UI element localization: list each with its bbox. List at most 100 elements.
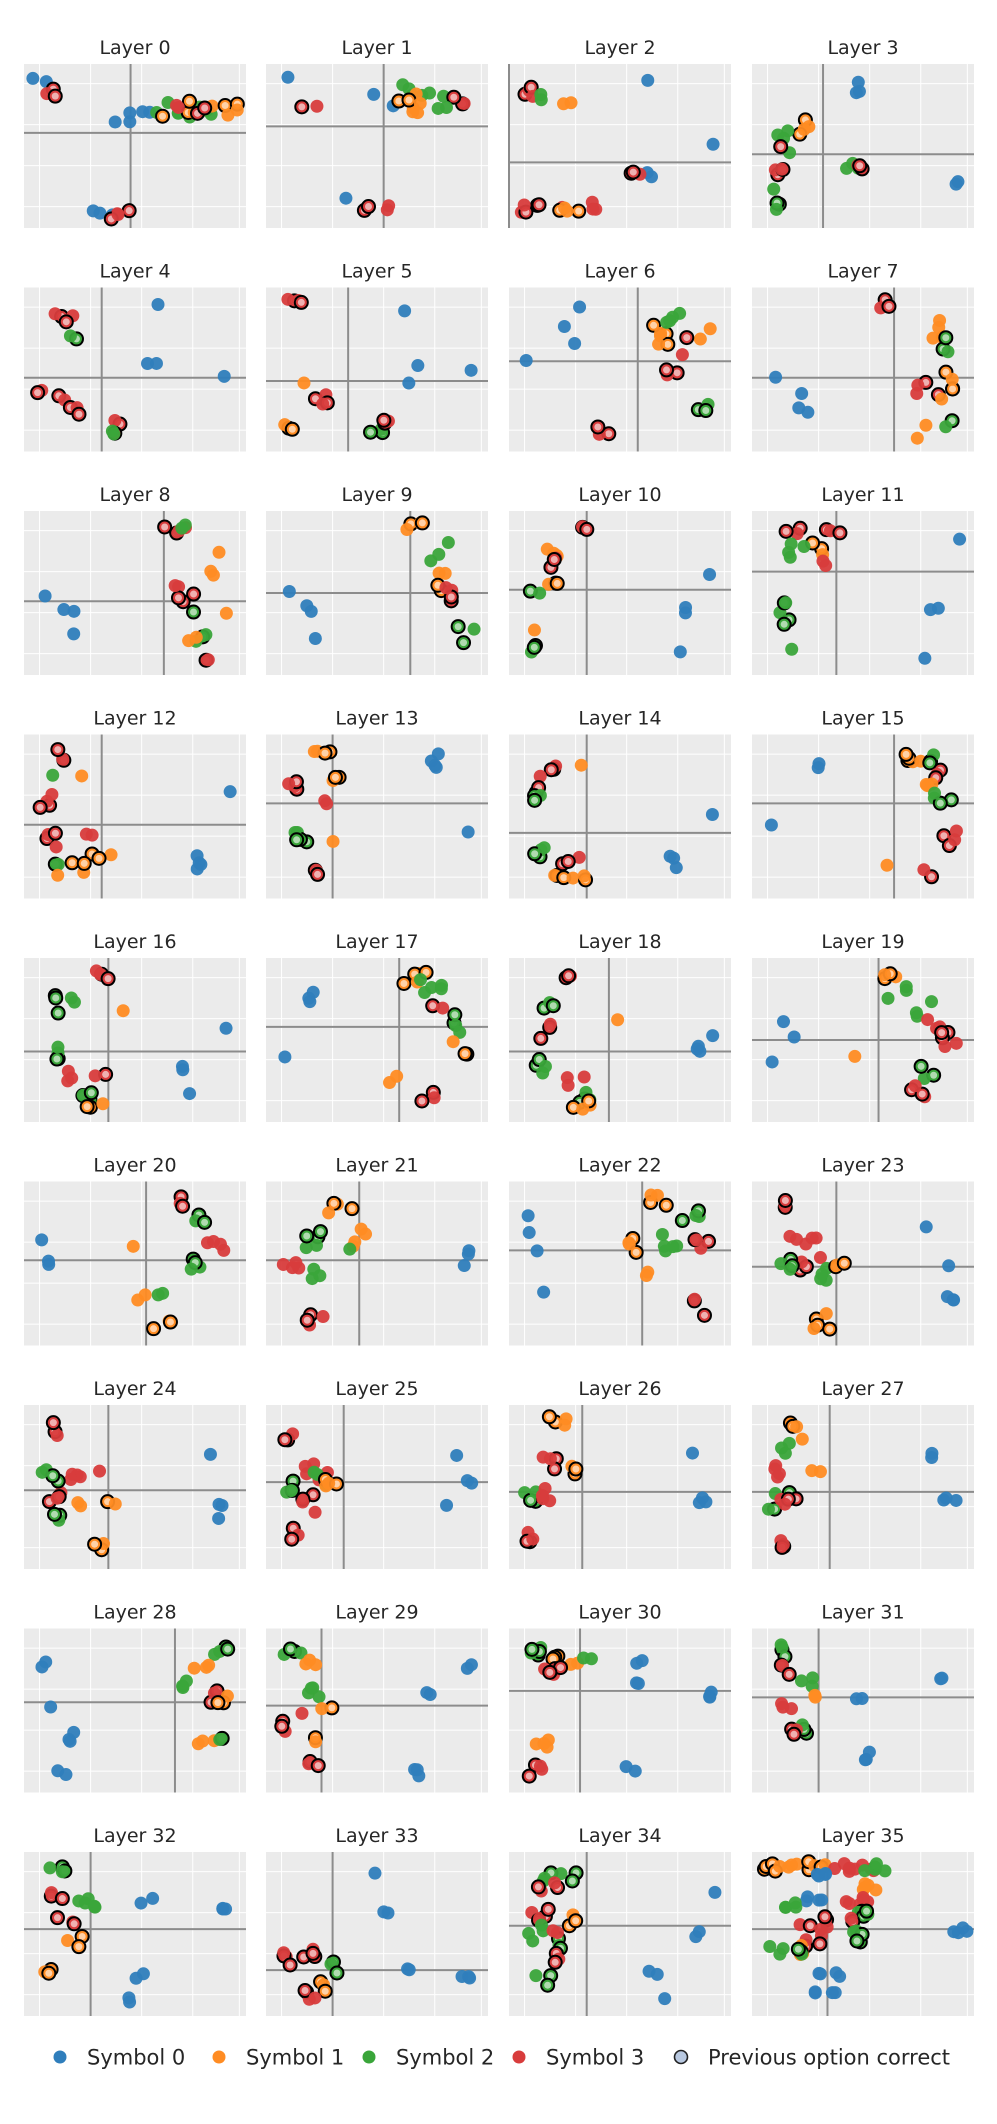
- point-symbol-0: [339, 191, 353, 205]
- point-symbol-0: [812, 757, 826, 771]
- point-highlight: [53, 1055, 61, 1063]
- point-symbol-0: [862, 1745, 876, 1759]
- point-highlight: [530, 643, 538, 651]
- point-symbol-1: [307, 745, 321, 759]
- point-symbol-1: [182, 634, 196, 648]
- point-highlight: [314, 1762, 322, 1770]
- point-symbol-0: [706, 1029, 720, 1043]
- point-highlight: [405, 96, 413, 104]
- point-symbol-1: [878, 968, 892, 982]
- point-symbol-1: [326, 834, 340, 848]
- panel-background: [266, 287, 488, 452]
- panel-title: Layer 27: [821, 1378, 904, 1400]
- point-symbol-2: [63, 329, 77, 343]
- point-highlight: [949, 385, 957, 393]
- point-symbol-2: [537, 841, 551, 855]
- point-highlight: [673, 369, 681, 377]
- scatter-points: [32, 742, 237, 882]
- panel-title: Layer 35: [821, 1825, 904, 1847]
- scatter-points: [527, 758, 719, 888]
- point-symbol-2: [526, 1934, 540, 1948]
- point-symbol-3: [316, 397, 330, 411]
- point-symbol-0: [123, 106, 137, 120]
- panel-background: [752, 734, 974, 899]
- panel-layer-3: Layer 3: [752, 37, 974, 228]
- scatter-points: [761, 1415, 963, 1555]
- point-symbol-0: [460, 1474, 474, 1488]
- point-highlight: [664, 340, 672, 348]
- point-symbol-2: [179, 1674, 193, 1688]
- point-highlight: [328, 1704, 336, 1712]
- point-symbol-1: [807, 1321, 821, 1335]
- point-symbol-2: [467, 622, 481, 636]
- point-highlight: [314, 870, 322, 878]
- point-symbol-2: [928, 786, 942, 800]
- point-symbol-2: [881, 991, 895, 1005]
- point-symbol-1: [309, 1735, 323, 1749]
- point-symbol-2: [773, 1947, 787, 1961]
- point-symbol-0: [151, 297, 165, 311]
- gridlines: [266, 958, 488, 1122]
- point-symbol-2: [72, 1894, 86, 1908]
- point-symbol-2: [213, 1733, 227, 1747]
- point-highlight: [856, 162, 864, 170]
- point-symbol-3: [771, 1470, 785, 1484]
- point-symbol-0: [35, 1233, 49, 1247]
- point-highlight: [526, 587, 534, 595]
- point-highlight: [782, 527, 790, 535]
- point-highlight: [298, 103, 306, 111]
- point-highlight: [281, 1436, 289, 1444]
- point-symbol-0: [833, 1969, 847, 1983]
- point-symbol-3: [688, 1292, 702, 1306]
- point-highlight: [309, 1491, 317, 1499]
- point-highlight: [221, 102, 229, 110]
- point-symbol-0: [776, 1015, 790, 1029]
- panel-layer-9: Layer 9: [266, 484, 488, 675]
- point-highlight: [454, 623, 462, 631]
- point-symbol-0: [568, 337, 582, 351]
- scatter-points: [769, 292, 961, 445]
- point-symbol-1: [560, 204, 574, 218]
- point-symbol-2: [35, 1465, 49, 1479]
- point-highlight: [568, 1877, 576, 1885]
- point-highlight: [527, 1496, 535, 1504]
- point-highlight: [380, 416, 388, 424]
- point-highlight: [201, 104, 209, 112]
- point-highlight: [91, 1540, 99, 1548]
- panel-layer-15: Layer 15: [752, 708, 974, 899]
- point-symbol-2: [775, 1640, 789, 1654]
- point-symbol-0: [368, 1866, 382, 1880]
- point-highlight: [565, 972, 573, 980]
- gridlines: [509, 64, 731, 228]
- panel-title: Layer 1: [341, 37, 412, 59]
- point-highlight: [54, 746, 62, 754]
- panel-title: Layer 17: [335, 931, 418, 953]
- point-highlight: [560, 874, 568, 882]
- point-symbol-1: [926, 331, 940, 345]
- panel-layer-26: Layer 26: [509, 1378, 731, 1569]
- point-symbol-2: [910, 1009, 924, 1023]
- point-symbol-0: [923, 603, 937, 617]
- point-symbol-0: [367, 87, 381, 101]
- panel-title: Layer 25: [335, 1378, 418, 1400]
- panel-title: Layer 30: [578, 1602, 661, 1624]
- point-symbol-3: [168, 579, 182, 593]
- panel-layer-28: Layer 28: [24, 1602, 246, 1793]
- point-symbol-0: [685, 1446, 699, 1460]
- point-highlight: [785, 1670, 793, 1678]
- panel-title: Layer 2: [584, 37, 655, 59]
- point-highlight: [303, 1316, 311, 1324]
- point-highlight: [546, 1668, 554, 1676]
- point-highlight: [549, 1655, 557, 1663]
- point-symbol-0: [460, 1661, 474, 1675]
- point-highlight: [662, 1201, 670, 1209]
- point-symbol-3: [217, 1243, 231, 1257]
- point-symbol-1: [880, 858, 894, 872]
- point-highlight: [190, 608, 198, 616]
- point-highlight: [289, 1477, 297, 1485]
- scatter-points: [35, 1415, 229, 1558]
- gridlines: [24, 64, 246, 228]
- point-highlight: [75, 1943, 83, 1951]
- scatter-points: [774, 1193, 961, 1337]
- point-symbol-2: [208, 1647, 222, 1661]
